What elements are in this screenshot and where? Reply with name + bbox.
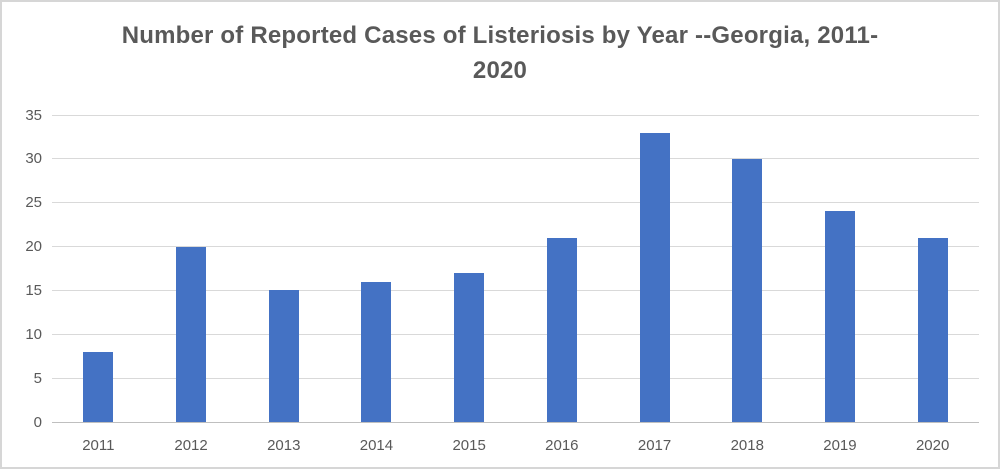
gridline — [52, 377, 979, 379]
y-tick-label: 20 — [25, 238, 42, 256]
bar-2014 — [361, 281, 392, 422]
chart-title: Number of Reported Cases of Listeriosis … — [121, 22, 879, 84]
bar-2019 — [824, 211, 855, 422]
gridline — [52, 202, 979, 204]
x-tick-label: 2011 — [82, 437, 115, 454]
y-tick-label: 25 — [25, 194, 42, 212]
y-tick-label: 35 — [25, 106, 42, 124]
x-tick-label: 2018 — [730, 437, 764, 454]
y-tick-label: 5 — [33, 369, 42, 387]
bar-2017 — [639, 132, 670, 422]
x-tick-label: 2014 — [359, 437, 394, 454]
y-tick-label: 0 — [33, 413, 42, 431]
x-tick-label: 2012 — [174, 437, 208, 454]
x-tick-label: 2017 — [637, 437, 672, 454]
y-tick-label: 15 — [25, 281, 42, 299]
bar-2016 — [546, 237, 577, 422]
gridline — [52, 289, 979, 291]
gridline — [52, 114, 979, 116]
y-tick-label: 10 — [25, 325, 42, 343]
x-tick-label: 2016 — [545, 437, 579, 454]
bar-2013 — [268, 290, 299, 422]
gridline — [52, 333, 979, 335]
bar-2018 — [732, 158, 763, 422]
gridline — [52, 158, 979, 160]
x-tick-label: 2013 — [267, 437, 301, 454]
x-tick-label: 2019 — [823, 437, 857, 454]
bar-2015 — [454, 272, 485, 422]
bar-2012 — [176, 246, 207, 422]
gridline — [52, 246, 979, 248]
x-tick-label: 2015 — [452, 437, 486, 454]
x-axis-line — [52, 421, 979, 423]
y-tick-label: 30 — [25, 150, 42, 168]
bar-2020 — [917, 237, 948, 422]
x-tick-label: 2020 — [915, 437, 950, 454]
bar-2011 — [83, 351, 114, 422]
